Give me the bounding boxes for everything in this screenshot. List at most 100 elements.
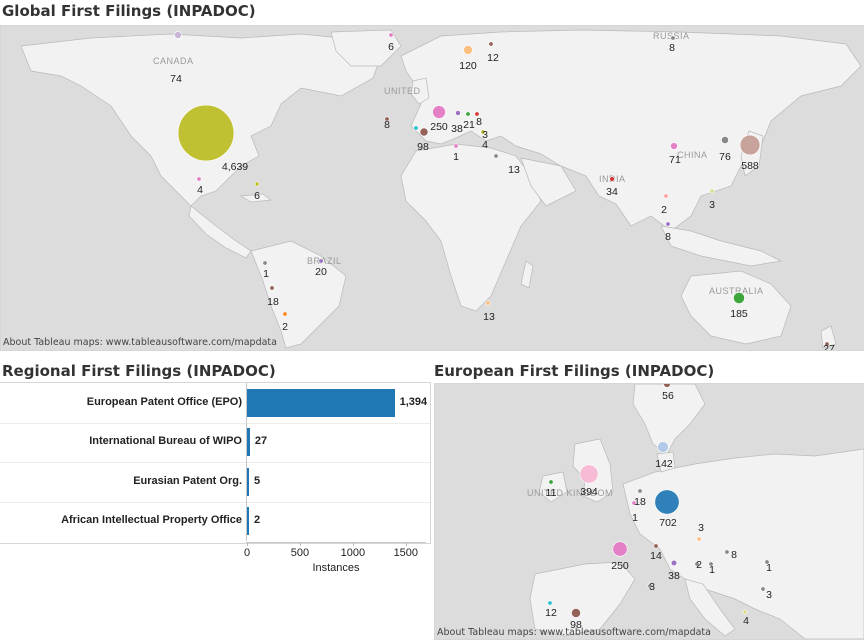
global-value-label-31: 8 bbox=[384, 119, 390, 131]
european-landmasses bbox=[529, 384, 864, 639]
global-symbol-10[interactable] bbox=[419, 127, 429, 137]
europe-symbol-12[interactable] bbox=[708, 561, 714, 567]
global-symbol-31[interactable] bbox=[384, 116, 390, 122]
global-symbol-17[interactable] bbox=[670, 142, 678, 150]
europe-symbol-8[interactable] bbox=[612, 541, 628, 557]
global-value-label-12: 4 bbox=[482, 139, 488, 151]
greenland-land bbox=[330, 29, 402, 67]
global-value-label-1: 74 bbox=[170, 73, 182, 85]
europe-symbol-13[interactable] bbox=[724, 549, 730, 555]
europe-symbol-15[interactable] bbox=[760, 586, 766, 592]
global-symbol-19[interactable] bbox=[739, 134, 761, 156]
european-map-credit[interactable]: About Tableau maps: www.tableausoftware.… bbox=[437, 627, 711, 638]
regional-bar-chart bbox=[0, 382, 431, 544]
bar-1[interactable] bbox=[247, 428, 250, 457]
global-value-label-23: 8 bbox=[665, 231, 671, 243]
global-map-title: Global First Filings (INPADOC) bbox=[2, 2, 256, 20]
global-symbol-13[interactable] bbox=[453, 143, 459, 149]
global-symbol-6[interactable] bbox=[432, 105, 446, 119]
australia-land bbox=[680, 270, 792, 345]
place-label-united: UNITED bbox=[384, 86, 421, 96]
global-map-credit[interactable]: About Tableau maps: www.tableausoftware.… bbox=[3, 337, 277, 348]
global-map[interactable]: CANADA RUSSIA UNITED INDIA CHINA BRAZIL … bbox=[0, 25, 864, 351]
bar-0[interactable] bbox=[247, 388, 395, 417]
global-symbol-8[interactable] bbox=[465, 111, 471, 117]
global-symbol-28[interactable] bbox=[485, 300, 491, 306]
bar-category-label-0: European Patent Office (EPO) bbox=[86, 395, 242, 408]
europe-symbol-10[interactable] bbox=[670, 559, 678, 567]
place-label-brazil: BRAZIL bbox=[307, 256, 342, 266]
global-symbol-26[interactable] bbox=[282, 311, 288, 317]
europe-value-label-16: 3 bbox=[649, 581, 655, 593]
europe-value-label-2: 394 bbox=[580, 486, 598, 498]
european-map-title: European First Filings (INPADOC) bbox=[434, 362, 715, 380]
global-symbol-5[interactable] bbox=[670, 35, 676, 41]
global-symbol-11[interactable] bbox=[413, 125, 419, 131]
global-value-label-9: 8 bbox=[476, 116, 482, 128]
iberia-land bbox=[529, 561, 636, 637]
bar-value-label-0: 1,394 bbox=[399, 395, 428, 408]
bar-x-axis bbox=[246, 542, 426, 543]
global-symbol-21[interactable] bbox=[663, 193, 669, 199]
global-symbol-14[interactable] bbox=[493, 153, 499, 159]
global-symbol-27[interactable] bbox=[318, 258, 324, 264]
europe-value-label-17: 12 bbox=[545, 607, 557, 619]
europe-symbol-14[interactable] bbox=[764, 559, 770, 565]
global-symbol-2[interactable] bbox=[388, 32, 394, 38]
europe-value-label-14: 1 bbox=[766, 562, 772, 574]
global-symbol-18[interactable] bbox=[721, 136, 729, 144]
europe-symbol-19[interactable] bbox=[742, 609, 748, 615]
global-symbol-15[interactable] bbox=[196, 176, 202, 182]
europe-symbol-3[interactable] bbox=[548, 479, 554, 485]
europe-symbol-9[interactable] bbox=[653, 543, 659, 549]
bar-row-separator bbox=[0, 462, 430, 463]
europe-symbol-17[interactable] bbox=[547, 600, 553, 606]
bar-category-label-2: Eurasian Patent Org. bbox=[133, 474, 242, 487]
global-value-label-15: 4 bbox=[197, 184, 203, 196]
global-symbol-3[interactable] bbox=[463, 45, 473, 55]
europe-symbol-2[interactable] bbox=[579, 464, 599, 484]
bar-2[interactable] bbox=[247, 467, 249, 496]
global-symbol-9[interactable] bbox=[474, 111, 480, 117]
europe-value-label-10: 38 bbox=[668, 570, 680, 582]
global-symbol-16[interactable] bbox=[254, 181, 260, 187]
global-symbol-7[interactable] bbox=[455, 110, 461, 116]
europe-value-label-5: 1 bbox=[632, 512, 638, 524]
bar-category-label-3: African Intellectual Property Office bbox=[61, 514, 242, 527]
europe-symbol-5[interactable] bbox=[631, 500, 637, 506]
europe-symbol-1[interactable] bbox=[657, 441, 669, 453]
europe-value-label-0: 56 bbox=[662, 390, 674, 402]
europe-symbol-0[interactable] bbox=[663, 384, 671, 388]
denmark-land bbox=[656, 451, 676, 473]
europe-symbol-18[interactable] bbox=[571, 608, 581, 618]
global-symbol-25[interactable] bbox=[269, 285, 275, 291]
bar-x-axis-label: Instances bbox=[312, 562, 360, 574]
europe-symbol-7[interactable] bbox=[696, 536, 702, 542]
european-map[interactable]: UNITED KINGDOM 56 142 394 11 18 1 702 3 250 14 38 2… bbox=[434, 383, 864, 640]
southeast-asia-land bbox=[660, 225, 783, 267]
europe-symbol-16[interactable] bbox=[647, 583, 653, 589]
global-value-label-21: 2 bbox=[661, 204, 667, 216]
europe-value-label-13: 8 bbox=[731, 549, 737, 561]
global-symbol-24[interactable] bbox=[262, 260, 268, 266]
global-symbol-22[interactable] bbox=[709, 188, 715, 194]
global-value-label-24: 1 bbox=[263, 268, 269, 280]
bar-3[interactable] bbox=[247, 507, 249, 536]
global-symbol-1[interactable] bbox=[174, 31, 182, 39]
global-symbol-30[interactable] bbox=[824, 341, 830, 347]
global-symbol-0[interactable] bbox=[177, 104, 235, 162]
europe-symbol-6[interactable] bbox=[654, 489, 680, 515]
europe-symbol-11[interactable] bbox=[694, 561, 700, 567]
global-symbol-23[interactable] bbox=[665, 221, 671, 227]
bar-x-tick-mark bbox=[247, 542, 248, 546]
africa-land bbox=[400, 143, 542, 312]
global-symbol-4[interactable] bbox=[488, 41, 494, 47]
global-symbol-12[interactable] bbox=[480, 129, 486, 135]
global-value-label-6: 250 bbox=[430, 121, 448, 133]
global-symbol-29[interactable] bbox=[733, 292, 745, 304]
bar-category-label-1: International Bureau of WIPO bbox=[89, 435, 242, 448]
global-symbol-20[interactable] bbox=[609, 176, 615, 182]
europe-symbol-4[interactable] bbox=[637, 488, 643, 494]
europe-value-label-7: 3 bbox=[698, 522, 704, 534]
